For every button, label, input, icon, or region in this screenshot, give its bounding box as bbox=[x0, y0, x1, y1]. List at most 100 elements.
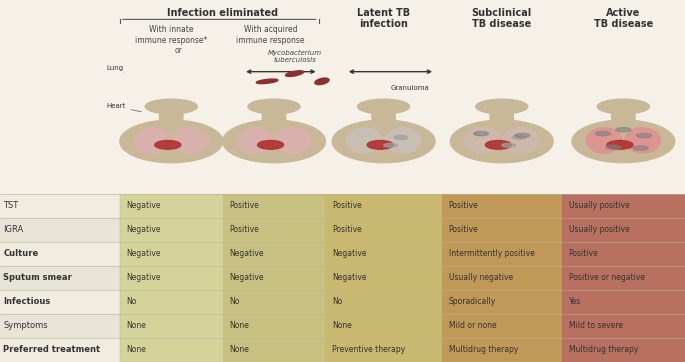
Text: Positive: Positive bbox=[229, 201, 259, 210]
Ellipse shape bbox=[464, 128, 500, 153]
Text: Sputum smear: Sputum smear bbox=[3, 273, 72, 282]
FancyBboxPatch shape bbox=[262, 109, 286, 121]
FancyBboxPatch shape bbox=[442, 290, 562, 314]
FancyBboxPatch shape bbox=[0, 218, 120, 242]
FancyBboxPatch shape bbox=[0, 290, 120, 314]
Text: Multidrug therapy: Multidrug therapy bbox=[449, 345, 518, 354]
FancyBboxPatch shape bbox=[562, 314, 685, 338]
FancyBboxPatch shape bbox=[325, 242, 442, 266]
FancyBboxPatch shape bbox=[120, 266, 223, 290]
Circle shape bbox=[501, 143, 516, 147]
FancyBboxPatch shape bbox=[325, 290, 442, 314]
Circle shape bbox=[473, 131, 488, 136]
FancyBboxPatch shape bbox=[562, 242, 685, 266]
FancyBboxPatch shape bbox=[120, 338, 223, 362]
Text: Multidrug therapy: Multidrug therapy bbox=[569, 345, 638, 354]
Circle shape bbox=[597, 99, 649, 114]
Text: TST: TST bbox=[3, 201, 18, 210]
Text: Negative: Negative bbox=[229, 249, 264, 258]
Ellipse shape bbox=[275, 128, 311, 153]
FancyBboxPatch shape bbox=[223, 218, 325, 242]
Text: Positive: Positive bbox=[569, 249, 598, 258]
FancyBboxPatch shape bbox=[325, 218, 442, 242]
FancyBboxPatch shape bbox=[325, 338, 442, 362]
Ellipse shape bbox=[315, 78, 329, 85]
Text: Preferred treatment: Preferred treatment bbox=[3, 345, 101, 354]
Text: Latent TB
infection: Latent TB infection bbox=[357, 8, 410, 29]
Text: Usually negative: Usually negative bbox=[449, 273, 513, 282]
Ellipse shape bbox=[134, 128, 170, 153]
FancyBboxPatch shape bbox=[120, 290, 223, 314]
Text: Positive: Positive bbox=[449, 225, 478, 234]
Circle shape bbox=[616, 128, 631, 132]
Ellipse shape bbox=[347, 128, 382, 153]
Text: Usually positive: Usually positive bbox=[569, 201, 630, 210]
Text: Negative: Negative bbox=[127, 201, 161, 210]
Circle shape bbox=[384, 143, 397, 147]
FancyBboxPatch shape bbox=[325, 194, 442, 218]
FancyBboxPatch shape bbox=[223, 290, 325, 314]
Text: Negative: Negative bbox=[332, 249, 366, 258]
Ellipse shape bbox=[367, 140, 393, 149]
Ellipse shape bbox=[625, 128, 660, 153]
Text: IGRA: IGRA bbox=[3, 225, 24, 234]
FancyBboxPatch shape bbox=[223, 338, 325, 362]
FancyBboxPatch shape bbox=[0, 242, 120, 266]
Text: Heart: Heart bbox=[106, 104, 141, 112]
Text: Negative: Negative bbox=[127, 273, 161, 282]
Text: Positive: Positive bbox=[332, 225, 362, 234]
Ellipse shape bbox=[332, 120, 435, 163]
Circle shape bbox=[636, 134, 651, 138]
Circle shape bbox=[512, 135, 525, 139]
FancyBboxPatch shape bbox=[442, 242, 562, 266]
Circle shape bbox=[394, 135, 408, 139]
Ellipse shape bbox=[237, 128, 273, 153]
Text: Subclinical
TB disease: Subclinical TB disease bbox=[472, 8, 532, 29]
Text: Culture: Culture bbox=[3, 249, 38, 258]
FancyBboxPatch shape bbox=[562, 218, 685, 242]
FancyBboxPatch shape bbox=[562, 194, 685, 218]
Ellipse shape bbox=[607, 140, 633, 149]
FancyBboxPatch shape bbox=[325, 314, 442, 338]
Text: Granuloma: Granuloma bbox=[390, 85, 429, 91]
FancyBboxPatch shape bbox=[442, 314, 562, 338]
Text: Mild to severe: Mild to severe bbox=[569, 321, 623, 331]
FancyBboxPatch shape bbox=[442, 266, 562, 290]
Text: No: No bbox=[332, 297, 342, 306]
Ellipse shape bbox=[286, 71, 303, 76]
Text: Negative: Negative bbox=[229, 273, 264, 282]
FancyBboxPatch shape bbox=[223, 266, 325, 290]
Text: Positive: Positive bbox=[332, 201, 362, 210]
Text: Infectious: Infectious bbox=[3, 297, 51, 306]
Circle shape bbox=[358, 99, 410, 114]
Ellipse shape bbox=[503, 128, 538, 153]
FancyBboxPatch shape bbox=[223, 194, 325, 218]
FancyBboxPatch shape bbox=[120, 218, 223, 242]
Text: Lung: Lung bbox=[106, 65, 123, 73]
Text: None: None bbox=[229, 321, 249, 331]
Circle shape bbox=[145, 99, 197, 114]
FancyBboxPatch shape bbox=[612, 109, 635, 121]
FancyBboxPatch shape bbox=[0, 266, 120, 290]
Text: Usually positive: Usually positive bbox=[569, 225, 630, 234]
FancyBboxPatch shape bbox=[120, 314, 223, 338]
Text: With innate
immune response*: With innate immune response* bbox=[135, 25, 208, 45]
FancyBboxPatch shape bbox=[562, 290, 685, 314]
FancyBboxPatch shape bbox=[223, 314, 325, 338]
FancyBboxPatch shape bbox=[442, 338, 562, 362]
Circle shape bbox=[606, 145, 621, 149]
Text: Active
TB disease: Active TB disease bbox=[594, 8, 653, 29]
FancyBboxPatch shape bbox=[562, 338, 685, 362]
Text: No: No bbox=[127, 297, 137, 306]
Circle shape bbox=[595, 131, 610, 136]
Ellipse shape bbox=[572, 120, 675, 163]
Text: Positive or negative: Positive or negative bbox=[569, 273, 645, 282]
Text: Symptoms: Symptoms bbox=[3, 321, 48, 331]
Text: Negative: Negative bbox=[127, 249, 161, 258]
Ellipse shape bbox=[155, 140, 181, 149]
Ellipse shape bbox=[173, 128, 208, 153]
FancyBboxPatch shape bbox=[562, 266, 685, 290]
Text: Negative: Negative bbox=[332, 273, 366, 282]
Ellipse shape bbox=[256, 79, 278, 84]
Circle shape bbox=[248, 99, 300, 114]
